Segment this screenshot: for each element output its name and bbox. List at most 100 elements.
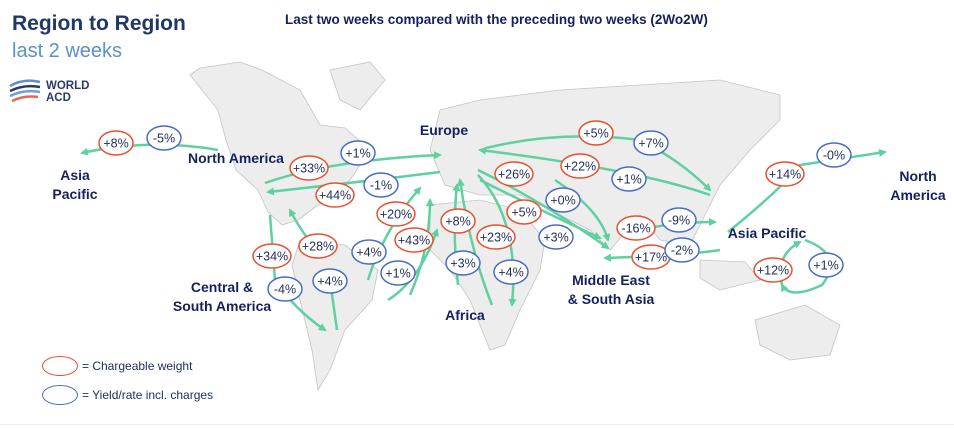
yield-value-bubble: -9% xyxy=(661,207,697,233)
chargeable-value-bubble: +12% xyxy=(753,257,793,283)
chargeable-ellipse xyxy=(376,201,416,227)
chargeable-value-bubble: +33% xyxy=(289,155,329,181)
chargeable-value-bubble: +5% xyxy=(578,120,614,146)
flow-arrow xyxy=(266,170,441,196)
yield-value-bubble: +1% xyxy=(611,166,647,192)
yield-ellipse xyxy=(661,207,697,233)
world-acd-logo: WORLD ACD xyxy=(8,76,98,108)
flow-arrow xyxy=(780,238,832,294)
yield-value-bubble: +3% xyxy=(538,224,574,250)
region-label-ap-left: Pacific xyxy=(52,186,97,202)
yield-value-bubble: +1% xyxy=(380,260,416,286)
flow-arrow xyxy=(366,186,422,281)
yield-value-bubble: -1% xyxy=(363,172,399,198)
yield-value-bubble: +7% xyxy=(633,130,669,156)
chargeable-value-bubble: +8% xyxy=(440,208,476,234)
value-label: +44% xyxy=(319,189,351,203)
value-label: +3% xyxy=(543,231,568,245)
chargeable-value-bubble: +43% xyxy=(394,227,434,253)
chargeable-value-bubble: +5% xyxy=(506,199,542,225)
logo-text-world: WORLD xyxy=(46,80,90,92)
value-label: +14% xyxy=(769,168,801,182)
value-label: +4% xyxy=(356,246,381,260)
value-label: -5% xyxy=(153,132,175,146)
region-label-na: North America xyxy=(188,150,284,166)
region-label-csa: South America xyxy=(173,298,271,314)
yield-ellipse xyxy=(611,166,647,192)
yield-ellipse xyxy=(312,268,348,294)
yield-value-bubble: +0% xyxy=(545,187,581,213)
value-label: +1% xyxy=(813,259,838,273)
footer-divider xyxy=(0,424,954,425)
yield-ellipse xyxy=(538,224,574,250)
flow-arrow xyxy=(554,178,611,242)
value-label: -4% xyxy=(274,283,296,297)
yield-value-bubble: +1% xyxy=(808,252,844,278)
yield-value-bubble: +4% xyxy=(351,239,387,265)
chargeable-value-bubble: +8% xyxy=(98,130,134,156)
chargeable-value-bubble: +14% xyxy=(765,161,805,187)
yield-ellipse xyxy=(340,140,376,166)
value-label: +22% xyxy=(564,160,596,174)
flow-arrow xyxy=(477,168,610,250)
value-label: +1% xyxy=(345,147,370,161)
chargeable-ellipse xyxy=(560,153,600,179)
chargeable-value-bubble: +26% xyxy=(494,161,534,187)
yield-ellipse xyxy=(363,172,399,198)
legend-red-ellipse-icon xyxy=(42,356,78,376)
page-subtitle: last 2 weeks xyxy=(12,40,123,62)
yield-value-bubble: -4% xyxy=(267,276,303,302)
yield-ellipse xyxy=(380,260,416,286)
value-label: +4% xyxy=(317,275,342,289)
yield-ellipse xyxy=(445,250,481,276)
yield-ellipse xyxy=(664,237,700,263)
yield-ellipse xyxy=(351,239,387,265)
value-label: -16% xyxy=(621,222,650,236)
yield-value-bubble: -0% xyxy=(816,142,852,168)
yield-ellipse xyxy=(493,259,529,285)
chargeable-ellipse xyxy=(506,199,542,225)
legend-chargeable-weight: = Chargeable weight xyxy=(42,356,192,376)
value-label: +26% xyxy=(498,168,530,182)
chargeable-value-bubble: +17% xyxy=(631,244,671,270)
value-label: +8% xyxy=(103,137,128,151)
value-label: -0% xyxy=(823,149,845,163)
legend-yield-label: = Yield/rate incl. charges xyxy=(82,388,214,402)
value-label: +1% xyxy=(616,173,641,187)
value-label: +17% xyxy=(635,251,667,265)
value-label: +20% xyxy=(380,208,412,222)
chargeable-value-bubble: +20% xyxy=(376,201,416,227)
region-label-na-right: North xyxy=(899,168,936,184)
greenland-landmass xyxy=(329,61,386,111)
value-label: +34% xyxy=(256,250,288,264)
value-label: +7% xyxy=(638,137,663,151)
logo-text-acd: ACD xyxy=(46,92,71,104)
chargeable-ellipse xyxy=(315,182,355,208)
yield-value-bubble: -5% xyxy=(146,125,182,151)
chargeable-ellipse xyxy=(289,155,329,181)
value-label: +5% xyxy=(583,127,608,141)
yield-ellipse xyxy=(146,125,182,151)
value-label: -2% xyxy=(671,244,693,258)
yield-value-bubble: +3% xyxy=(445,250,481,276)
logo-waves-icon xyxy=(9,79,41,103)
comparison-header: Last two weeks compared with the precedi… xyxy=(285,12,708,27)
southeast-asia-landmass xyxy=(699,259,761,291)
value-label: +3% xyxy=(450,257,475,271)
yield-ellipse xyxy=(816,142,852,168)
region-label-af: Africa xyxy=(445,307,485,323)
chargeable-ellipse xyxy=(765,161,805,187)
value-label: -9% xyxy=(668,214,690,228)
chargeable-ellipse xyxy=(252,243,292,269)
value-label: +43% xyxy=(398,234,430,248)
region-label-mesa: & South Asia xyxy=(568,291,655,307)
chargeable-ellipse xyxy=(476,224,516,250)
flow-arrow xyxy=(456,178,494,306)
value-label: +1% xyxy=(385,267,410,281)
chargeable-value-bubble: +23% xyxy=(476,224,516,250)
yield-ellipse xyxy=(545,187,581,213)
chargeable-ellipse xyxy=(578,120,614,146)
page-title: Region to Region xyxy=(12,12,186,35)
